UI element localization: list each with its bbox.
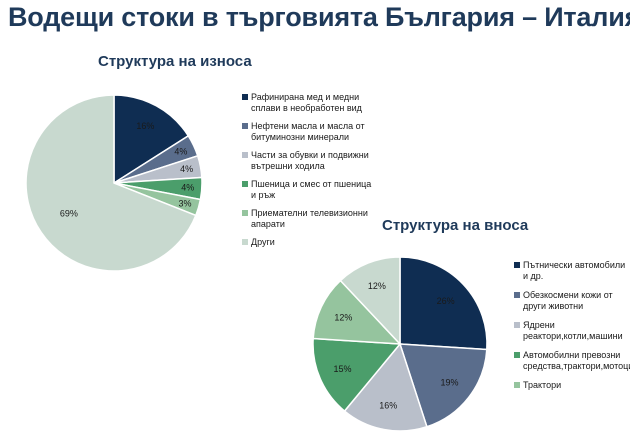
legend-swatch xyxy=(514,262,520,268)
legend-entry: Автомобилни превозни средства,трактори,м… xyxy=(514,350,630,372)
legend-label: Пътнически автомобили и др. xyxy=(523,260,626,281)
legend-swatch xyxy=(514,322,520,328)
pie-slice xyxy=(343,342,428,432)
legend-entry: Трактори xyxy=(514,380,630,391)
slice-data-label: 69% xyxy=(60,209,78,219)
legend-label: Трактори xyxy=(523,380,562,390)
export-chart-title: Структура на износа xyxy=(98,53,252,70)
legend-entry: Други xyxy=(242,237,372,248)
slice-data-label: 3% xyxy=(178,199,191,209)
slice-data-label: 15% xyxy=(334,364,352,374)
pie-slice xyxy=(398,343,488,428)
pie-slice xyxy=(312,279,402,345)
slice-data-label: 19% xyxy=(440,377,458,387)
legend-swatch xyxy=(242,152,248,158)
legend-entry: Приемателни телевизионни апарати xyxy=(242,208,372,230)
legend-entry: Нефтени масла и масла от битуминозни мин… xyxy=(242,121,372,143)
export-legend: Рафинирана мед и медни сплави в необрабо… xyxy=(242,92,372,255)
legend-label: Рафинирана мед и медни сплави в необрабо… xyxy=(251,92,362,113)
slice-data-label: 16% xyxy=(136,121,154,131)
pie-slice xyxy=(25,94,197,272)
legend-swatch xyxy=(242,181,248,187)
legend-entry: Обезкосмени кожи от други животни xyxy=(514,290,630,312)
legend-swatch xyxy=(514,292,520,298)
legend-label: Автомобилни превозни средства,трактори,м… xyxy=(523,350,630,371)
legend-entry: Части за обувки и подвижни вътрешни ходи… xyxy=(242,150,372,172)
import-chart-title: Структура на вноса xyxy=(382,217,529,234)
pie-slice xyxy=(339,256,401,346)
slice-data-label: 12% xyxy=(334,312,352,322)
legend-swatch xyxy=(514,382,520,388)
slice-data-label: 4% xyxy=(181,183,194,193)
legend-label: Обезкосмени кожи от други животни xyxy=(523,290,613,311)
slice-data-label: 16% xyxy=(379,401,397,411)
slice-data-label: 4% xyxy=(180,164,193,174)
legend-swatch xyxy=(242,123,248,129)
slice-data-label: 26% xyxy=(437,296,455,306)
legend-swatch xyxy=(242,210,248,216)
legend-label: Части за обувки и подвижни вътрешни ходи… xyxy=(251,150,369,171)
pie-slice xyxy=(312,337,402,413)
page-title: Водещи стоки в търговията България – Ита… xyxy=(8,2,630,32)
legend-swatch xyxy=(242,94,248,100)
export-pie: 16% 4% 4% 4% 3% 69% xyxy=(25,94,203,272)
legend-label: Пшеница и смес от пшеница и ръж xyxy=(251,179,372,200)
import-legend: Пътнически автомобили и др. Обезкосмени к… xyxy=(514,260,630,399)
legend-entry: Рафинирана мед и медни сплави в необрабо… xyxy=(242,92,372,114)
legend-entry: Ядрени реактори,котли,машини xyxy=(514,320,630,342)
import-pie: 26% 19% 16% 15% 12% 12% xyxy=(312,256,488,432)
legend-swatch xyxy=(514,352,520,358)
pie-slice xyxy=(399,256,488,351)
legend-swatch xyxy=(242,239,248,245)
legend-entry: Пшеница и смес от пшеница и ръж xyxy=(242,179,372,201)
legend-label: Други xyxy=(251,237,275,247)
slice-data-label: 12% xyxy=(368,281,386,291)
slice-data-label: 4% xyxy=(174,147,187,157)
legend-label: Ядрени реактори,котли,машини xyxy=(523,320,623,341)
pie-slice xyxy=(113,94,190,185)
legend-entry: Пътнически автомобили и др. xyxy=(514,260,630,282)
legend-label: Нефтени масла и масла от битуминозни мин… xyxy=(251,121,365,142)
legend-label: Приемателни телевизионни апарати xyxy=(251,208,368,229)
